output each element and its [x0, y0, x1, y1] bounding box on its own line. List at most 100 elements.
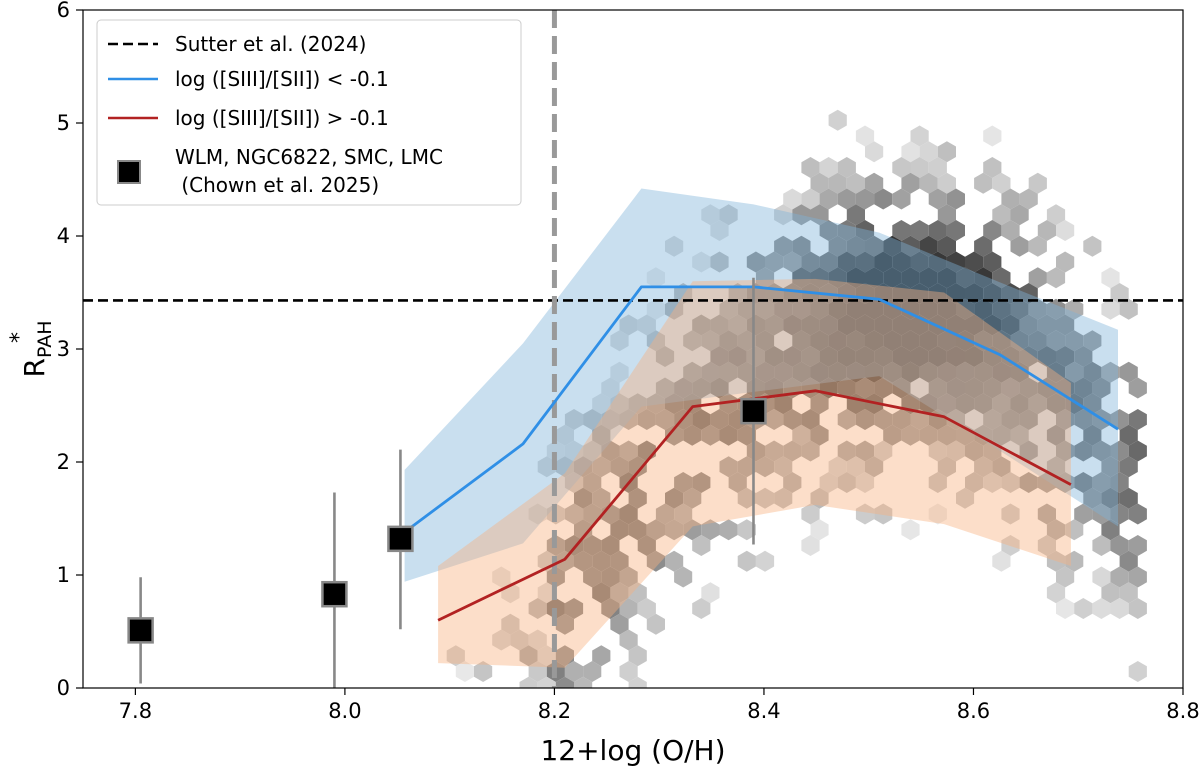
hexbin-cell-319	[1110, 409, 1129, 430]
hexbin-cell-73	[710, 251, 729, 273]
hexbin-cell-220	[701, 361, 720, 383]
hexbin-cell-40	[810, 204, 829, 226]
hexbin-cell-496	[619, 598, 638, 619]
y-axis-title-main: R	[18, 358, 51, 377]
hexbin-cell-82	[892, 251, 911, 273]
hexbin-cell-436	[628, 519, 647, 541]
legend-label-chown-1: WLM, NGC6822, SMC, LMC	[175, 145, 443, 169]
x-tick-label-0: 7.8	[119, 699, 152, 723]
hexbin-cell-56	[1037, 220, 1056, 241]
hexbin-cell-343	[583, 440, 602, 462]
hexbin-cell-45	[1046, 204, 1066, 226]
hexbin-cell-54	[983, 220, 1002, 241]
hexbin-cell-524	[619, 661, 638, 682]
svg-text:RPAH: RPAH	[18, 321, 56, 378]
hexbin-cell-349	[783, 440, 802, 462]
hexbin-cell-22	[974, 172, 993, 194]
hexbin-cell-234	[956, 361, 975, 383]
hexbin-cell-44	[1010, 204, 1029, 226]
hexbin-cell-477	[619, 566, 638, 588]
hexbin-cell-510	[528, 629, 547, 651]
hexbin-cell-98	[919, 267, 938, 289]
hexbin-cell-240	[1083, 361, 1102, 383]
hexbin-cell-517	[628, 645, 647, 667]
hexbin-cell-394	[965, 472, 984, 493]
hexbin-cell-155	[765, 314, 784, 336]
hexbin-cell-372	[755, 456, 775, 478]
hexbin-cell-445	[1046, 519, 1066, 541]
hexbin-cell-405	[628, 487, 647, 509]
hexbin-cell-288	[1028, 393, 1047, 415]
hexbin-cell-48	[837, 220, 856, 241]
hexbin-cell-237	[1010, 361, 1029, 383]
hexbin-cell-184	[883, 330, 902, 352]
hexbin-cell-193	[1046, 330, 1066, 352]
hexbin-cell-215	[1037, 346, 1056, 367]
hexbin-cell-403	[574, 487, 593, 509]
hexbin-cell-474	[546, 566, 565, 588]
hexbin-cell-208	[910, 346, 929, 367]
hexbin-cell-258	[946, 377, 965, 399]
hexbin-cell-407	[683, 487, 702, 509]
hexbin-cell-167	[983, 314, 1002, 336]
hexbin-cell-304	[783, 409, 802, 430]
y-tick-label-6: 6	[57, 0, 70, 22]
hexbin-cell-285	[974, 393, 993, 415]
hexbin-cell-320	[1128, 409, 1147, 430]
hexbin-cell-18	[865, 172, 884, 194]
hexbin-cell-5	[901, 141, 920, 163]
hexbin-cell-26	[801, 188, 820, 210]
hexbin-cell-347	[746, 440, 765, 462]
hexbin-cell-262	[1019, 377, 1038, 399]
hexbin-cell-162	[892, 314, 911, 336]
hexbin-cell-428	[1001, 503, 1020, 525]
hexbin-cell-102	[992, 267, 1011, 289]
hexbin-cell-418	[564, 503, 584, 525]
hexbin-cell-181	[828, 330, 847, 352]
hexbin-cell-297	[655, 409, 675, 430]
hexbin-cell-229	[865, 361, 884, 383]
hexbin-cell-171	[1056, 314, 1075, 336]
hexbin-cell-247	[710, 377, 729, 399]
hexbin-cell-340	[1119, 424, 1138, 446]
hexbin-cell-497	[637, 598, 656, 619]
hexbin-cell-356	[965, 440, 984, 462]
hexbin-cell-427	[928, 503, 947, 525]
hexbin-cell-488	[701, 582, 720, 604]
hexbin-cell-363	[1128, 440, 1147, 462]
hexbin-cell-23	[992, 172, 1011, 194]
hexbin-cell-522	[564, 661, 584, 682]
hexbin-cell-209	[928, 346, 947, 367]
hexbin-cell-41	[846, 204, 865, 226]
hexbin-cell-507	[646, 613, 665, 635]
hexbin-cell-190	[992, 330, 1011, 352]
legend-frame	[96, 19, 522, 206]
hexbin-cell-152	[710, 314, 729, 336]
hexbin-cell-226	[810, 361, 829, 383]
hexbin-cell-466	[665, 550, 684, 572]
hexbin-cell-412	[956, 487, 975, 509]
hexbin-cell-125	[646, 298, 665, 320]
hexbin-cell-482	[1128, 566, 1147, 588]
hexbin-cell-287	[1010, 393, 1029, 415]
hexbin-cell-315	[1019, 409, 1038, 430]
hexbin-cell-84	[928, 251, 947, 273]
hexbin-cell-180	[810, 330, 829, 352]
hexbin-cell-433	[1128, 503, 1147, 525]
hexbin-cell-235	[974, 361, 993, 383]
hexbin-cell-492	[528, 598, 547, 619]
hexbin-cell-325	[701, 424, 720, 446]
hexbin-cell-359	[1056, 440, 1075, 462]
hexbin-cell-440	[701, 519, 720, 541]
hexbin-cell-158	[819, 314, 838, 336]
hexbin-cell-342	[564, 440, 584, 462]
hexbin-cell-185	[901, 330, 920, 352]
hexbin-cell-156	[783, 314, 802, 336]
hexbin-cell-484	[537, 582, 556, 604]
hexbin-cell-503	[1128, 598, 1147, 619]
hexbin-cell-17	[846, 172, 865, 194]
hexbin-cell-439	[683, 519, 702, 541]
hexbin-cell-72	[692, 251, 711, 273]
hexbin-cell-513	[519, 645, 538, 667]
hexbin-cell-464	[610, 550, 629, 572]
